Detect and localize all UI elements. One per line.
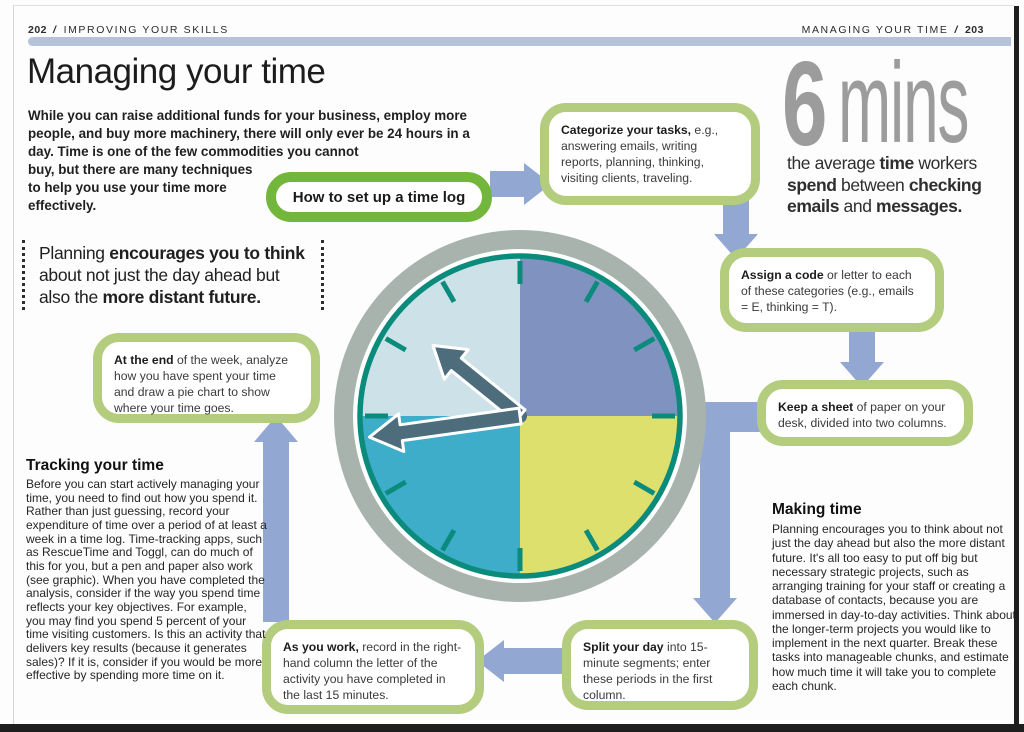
making-heading: Making time [772,501,862,518]
section-label-right: MANAGING YOUR TIME [801,24,949,36]
tracking-heading: Tracking your time [26,457,164,474]
flow-start-label: How to set up a time log [292,188,466,206]
arrow-aswork-to-weekend-shaft [263,440,289,622]
page-number-left: 202 [28,24,48,36]
arrow-split-to-aswork-shaft [502,648,564,674]
page-edge-top [13,5,1014,6]
tracking-body: Before you can start actively managing y… [26,477,267,683]
arrow-keep-to-split-head-icon [693,598,737,623]
stat-caption: the average time workers spend between c… [787,153,982,217]
clock-ring [357,253,683,579]
step-box-split: Split your day into 15-minute segments; … [562,620,758,710]
pull-quote: Planning encourages you to think about n… [22,240,324,311]
making-body: Planning encourages you to think about n… [772,522,1016,693]
page-title: Managing your time [27,52,326,91]
clock-quadrant-bottom-right [520,416,678,574]
header-divider-left: / [53,24,58,36]
stat-value: 6 [782,37,828,171]
intro-paragraph-wide: While you can raise additional funds for… [28,108,470,159]
clock-quadrant-bottom-left [362,416,520,574]
page-edge-bottom [0,724,1024,732]
arrow-start-to-categorize-shaft [490,171,526,197]
clock-ticks [365,261,675,571]
step-box-categorize: Categorize your tasks, e.g., answering e… [540,103,760,205]
header-right: MANAGING YOUR TIME / 203 [802,24,984,36]
intro-paragraph-narrow: buy, but there are many techniques to he… [28,161,253,213]
clock-minute-hand [368,406,523,453]
stat-unit: mins [838,40,969,167]
page-edge-right [1014,6,1019,726]
page-edge-left [13,5,14,724]
clock-illustration [334,230,706,602]
section-label-left: IMPROVING YOUR SKILLS [63,24,229,36]
intro-paragraph: While you can raise additional funds for… [28,107,480,215]
step-box-as-you-work: As you work, record in the right-hand co… [262,620,484,714]
step-box-keep: Keep a sheet of paper on your desk, divi… [757,380,973,446]
flow-start-box: How to set up a time log [266,172,492,222]
step-box-week-end: At the end of the week, analyze how you … [93,333,320,423]
arrow-categorize-to-assign-shaft [723,200,749,236]
accent-bar [28,37,1011,46]
step-box-assign: Assign a code or letter to each of these… [720,248,944,332]
clock-quadrant-top-right [520,258,678,416]
clock-hour-hand [431,344,527,424]
page-number-right: 203 [964,24,984,36]
header-left: 202 / IMPROVING YOUR SKILLS [28,24,229,36]
arrow-assign-to-keep-shaft [849,330,875,364]
header-divider-right: / [954,24,959,36]
